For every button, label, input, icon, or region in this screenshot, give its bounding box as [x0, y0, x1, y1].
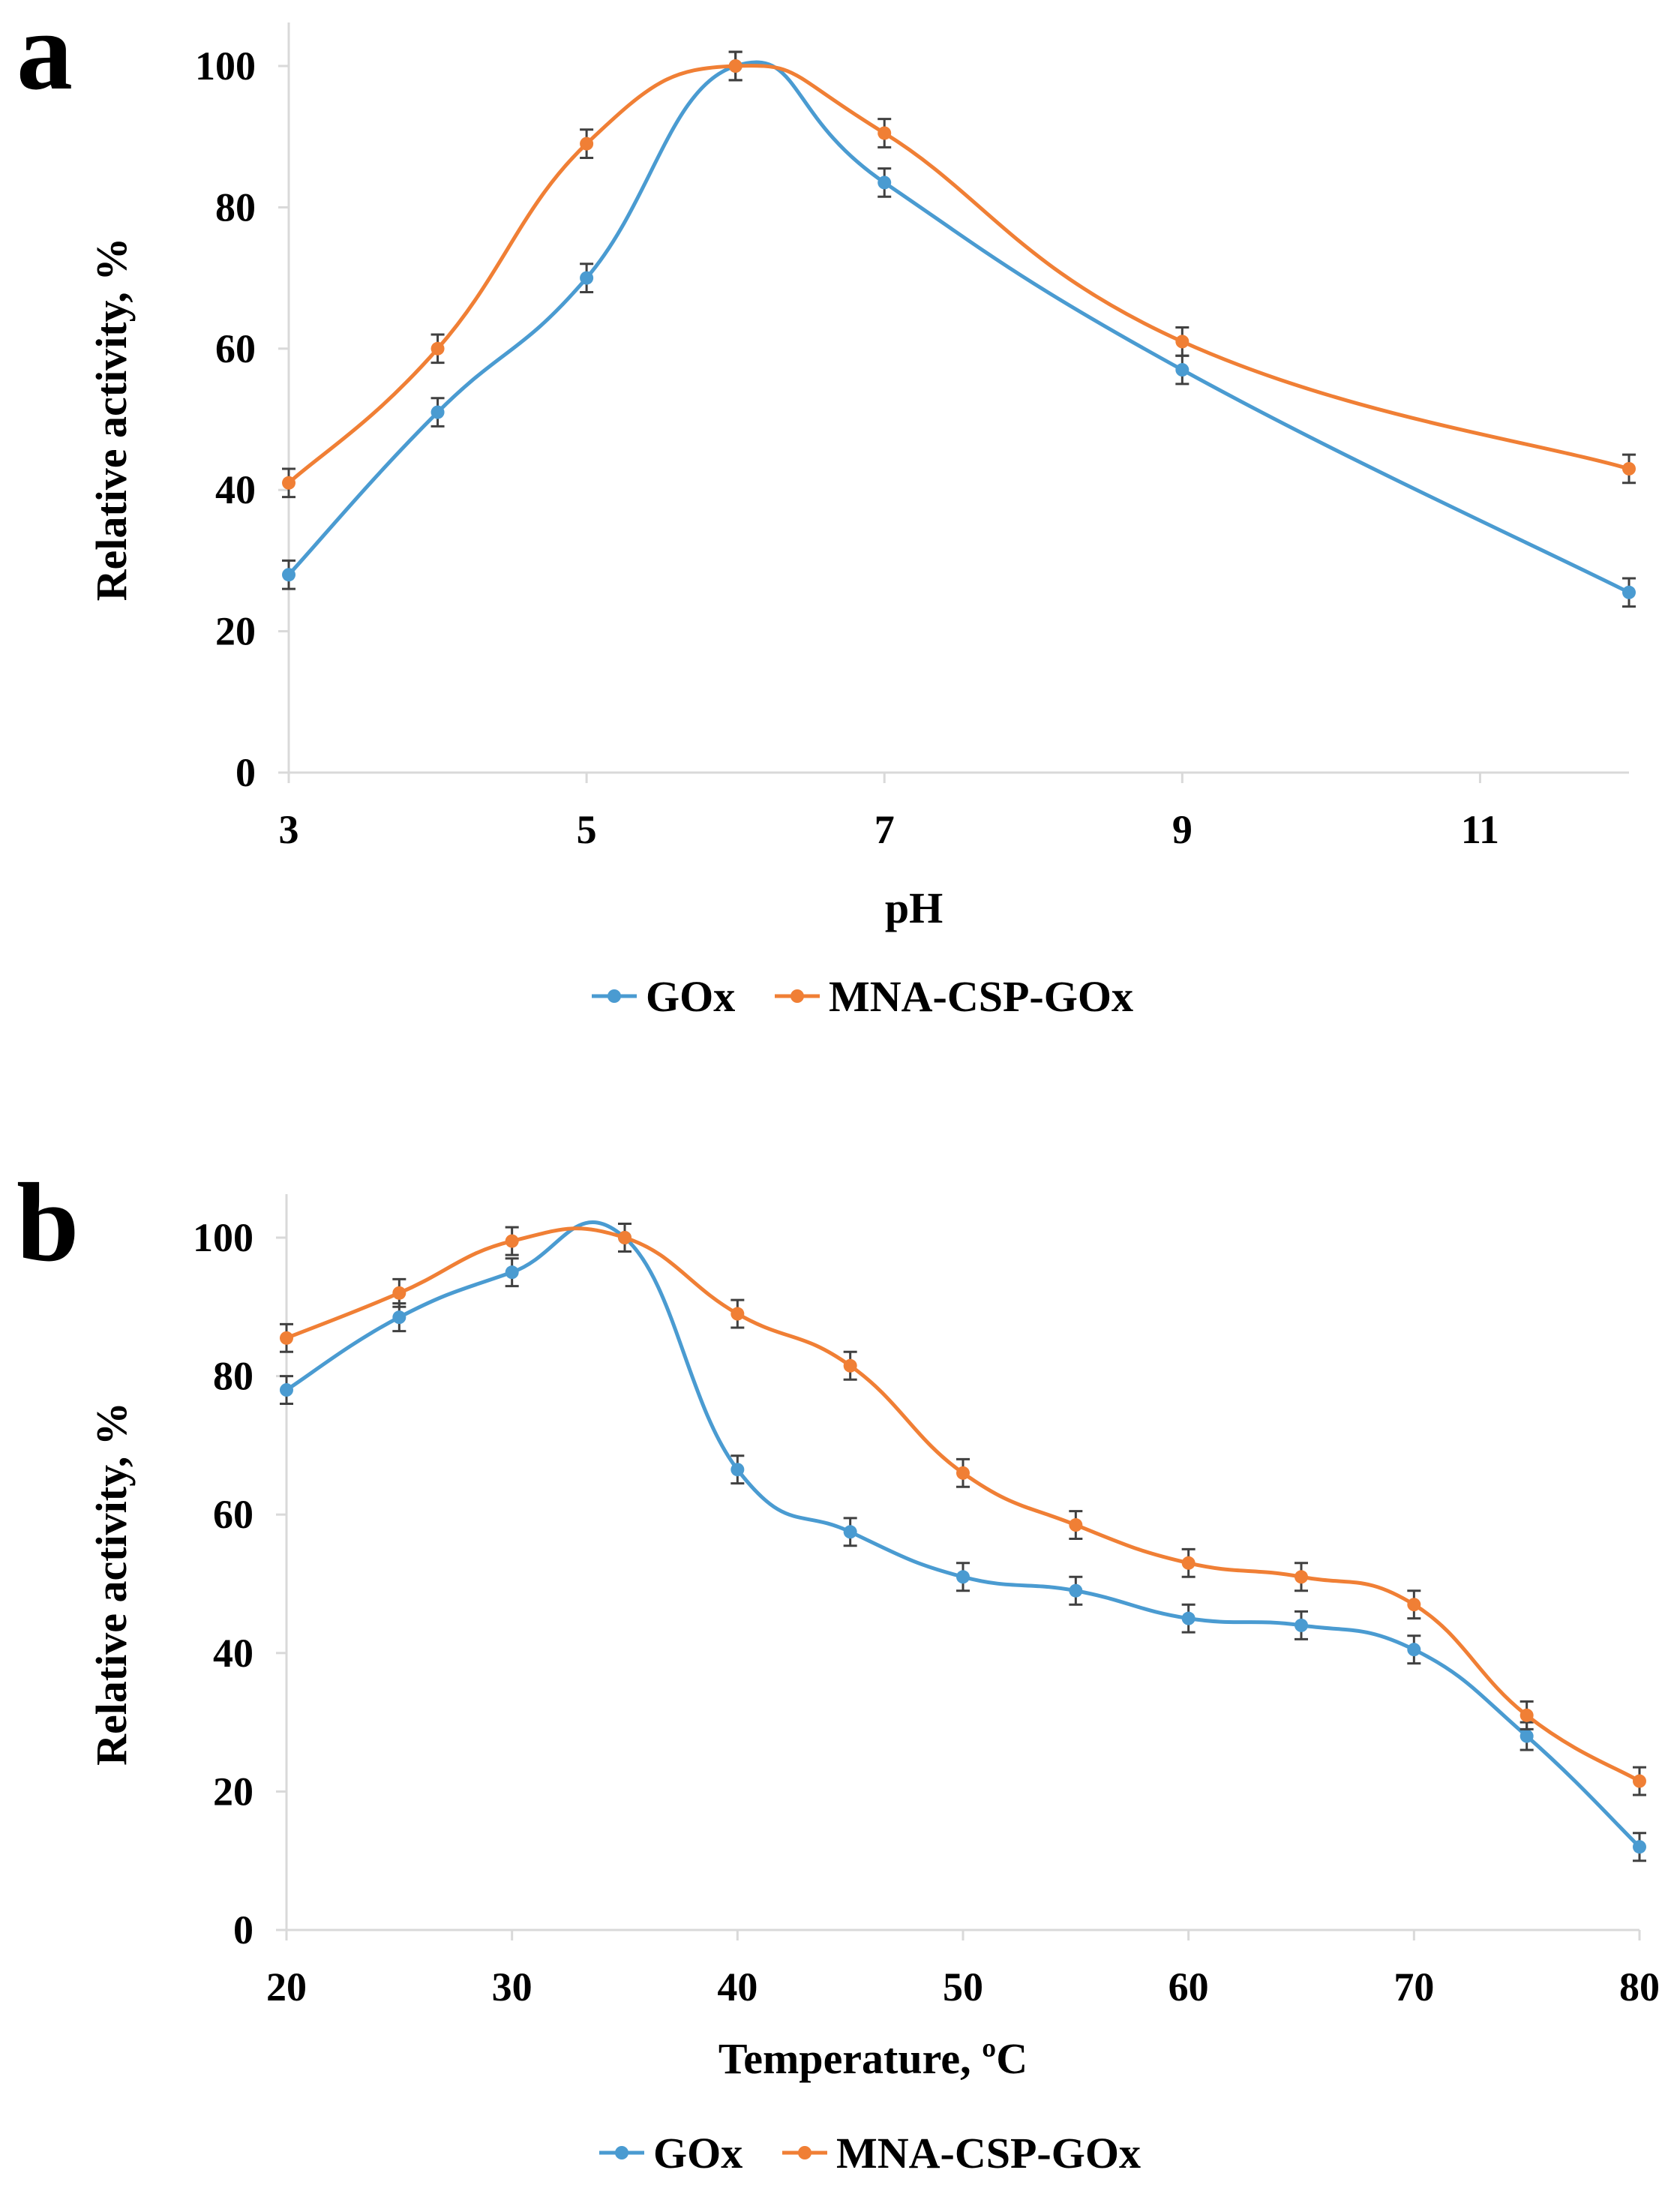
data-point — [392, 1310, 406, 1325]
data-point — [282, 568, 296, 582]
data-point — [1294, 1618, 1308, 1632]
x-tick-label: 9 — [1172, 807, 1192, 852]
data-point — [580, 137, 594, 151]
data-point — [730, 1463, 745, 1477]
data-point — [1622, 585, 1636, 599]
panel-b-label: b — [16, 1160, 79, 1285]
x-tick-label: 70 — [1394, 1964, 1434, 2009]
data-point — [956, 1570, 970, 1584]
y-tick-label: 40 — [215, 467, 256, 512]
data-point — [580, 271, 594, 285]
data-point — [1175, 363, 1190, 377]
data-point — [618, 1231, 632, 1244]
data-point — [728, 59, 742, 73]
y-tick-label: 80 — [213, 1354, 254, 1399]
panel-b: b 0 20 40 60 80 100 20 30 40 50 60 70 80 Temperature,… — [16, 1160, 1660, 2177]
x-tick-label: 50 — [943, 1964, 983, 2009]
x-tick-label: 11 — [1461, 807, 1499, 852]
series-MNA-CSP-GOx — [280, 1223, 1646, 1796]
y-tick-label: 0 — [236, 750, 256, 795]
data-point — [430, 405, 445, 419]
data-point — [1181, 1611, 1196, 1625]
panel-a-label: a — [16, 0, 73, 113]
x-tick-label: 5 — [577, 807, 597, 852]
data-point — [1622, 461, 1636, 476]
data-point — [1520, 1708, 1534, 1722]
y-tick-label: 100 — [195, 44, 256, 89]
data-point — [1407, 1598, 1421, 1612]
x-tick-label: 30 — [492, 1964, 532, 2009]
panel-a: a 0 20 40 60 80 100 3 5 7 9 11 pH Relative activity,… — [16, 0, 1636, 1021]
legend-label: MNA-CSP-GOx — [829, 972, 1133, 1021]
legend-item: MNA-CSP-GOx — [775, 972, 1133, 1021]
data-point — [1069, 1583, 1083, 1598]
data-point — [392, 1286, 406, 1300]
legend-swatch-marker — [608, 989, 621, 1003]
x-tick-label: 60 — [1168, 1964, 1209, 2009]
x-axis-title: Temperature, ºC — [718, 2034, 1028, 2083]
legend-swatch-marker — [615, 2146, 628, 2159]
data-point — [843, 1525, 857, 1539]
series-line — [287, 64, 1630, 485]
legend-item: GOx — [599, 2129, 742, 2177]
data-point — [1175, 335, 1190, 349]
legend-label: GOx — [653, 2129, 742, 2177]
y-tick-label: 100 — [193, 1215, 254, 1260]
x-axis-title: pH — [885, 884, 943, 932]
legend-label: MNA-CSP-GOx — [836, 2129, 1141, 2177]
legend-item: GOx — [592, 972, 735, 1021]
data-point — [1633, 1840, 1646, 1854]
y-axis-title: Relative activity, % — [87, 238, 136, 602]
x-tick-label: 7 — [874, 807, 895, 852]
y-tick-label: 20 — [215, 609, 256, 654]
y-tick-label: 0 — [233, 1907, 254, 1952]
y-tick-label: 60 — [213, 1492, 254, 1537]
x-tick-label: 80 — [1619, 1964, 1660, 2009]
series-line — [285, 1220, 1641, 1849]
legend-swatch-marker — [790, 989, 804, 1003]
series-line — [286, 1226, 1641, 1783]
x-tick-label: 20 — [266, 1964, 307, 2009]
data-point — [282, 476, 296, 490]
series-line — [287, 60, 1630, 595]
x-tick-label: 3 — [279, 807, 299, 852]
data-point — [280, 1383, 293, 1397]
y-tick-label: 60 — [215, 326, 256, 371]
data-point — [878, 176, 892, 190]
data-point — [956, 1466, 970, 1480]
data-point — [505, 1265, 519, 1280]
series-GOx — [282, 50, 1636, 608]
legend: GOx MNA-CSP-GOx — [592, 972, 1133, 1021]
data-point — [1069, 1518, 1083, 1532]
y-tick-label: 40 — [213, 1631, 254, 1676]
y-axis-title: Relative activity, % — [87, 1402, 136, 1766]
legend-item: MNA-CSP-GOx — [782, 2129, 1141, 2177]
legend-swatch-marker — [798, 2146, 812, 2159]
data-point — [1520, 1729, 1534, 1743]
data-point — [1633, 1774, 1646, 1788]
series-GOx — [280, 1220, 1646, 1862]
series-MNA-CSP-GOx — [282, 50, 1636, 499]
x-tick-label: 40 — [717, 1964, 758, 2009]
data-point — [280, 1331, 293, 1345]
legend-label: GOx — [646, 972, 735, 1021]
y-tick-label: 20 — [213, 1769, 254, 1814]
data-point — [843, 1358, 857, 1373]
data-point — [1407, 1643, 1421, 1657]
data-point — [878, 126, 892, 140]
data-point — [730, 1307, 745, 1321]
data-point — [505, 1234, 519, 1248]
data-point — [1181, 1556, 1196, 1570]
data-point — [1294, 1570, 1308, 1584]
legend: GOx MNA-CSP-GOx — [599, 2129, 1141, 2177]
y-tick-label: 80 — [215, 185, 256, 230]
data-point — [430, 341, 445, 356]
